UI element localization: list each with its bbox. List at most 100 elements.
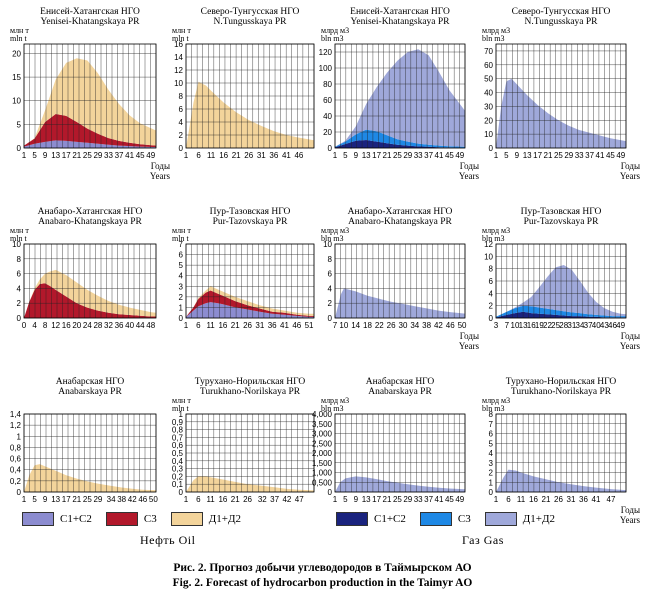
y-tick-label: 10 (323, 240, 332, 249)
x-tick-label: 45 (606, 151, 615, 160)
y-tick-label: 0,1 (172, 480, 184, 489)
x-tick-label: 17 (533, 151, 542, 160)
y-tick-label: 2 (489, 302, 494, 311)
area-series-д1д2 (186, 81, 314, 148)
y-tick-label: 0,2 (172, 472, 184, 481)
x-tick-label: 49 (146, 151, 155, 160)
y-tick-label: 5 (179, 261, 184, 270)
x-tick-label: 1 (184, 321, 189, 330)
x-tick-label: 25 (393, 495, 402, 504)
legend-swatch (336, 512, 368, 526)
y-tick-label: 1 (489, 478, 494, 487)
x-tick-label: 10 (511, 321, 520, 330)
y-axis-unit-label-en: mln t (172, 34, 189, 43)
chart-panel-4: 0 10 20 30 40 50 60 70 1 5 9 13 17 21 25 29 33 37 41 45 49 Се… (482, 7, 640, 181)
y-tick-label: 3,500 (312, 420, 333, 429)
y-axis-unit-label: млрд м3 (482, 226, 510, 235)
y-tick-label: 0 (328, 488, 333, 497)
x-tick-label: 31 (567, 321, 576, 330)
x-tick-label: 6 (196, 495, 201, 504)
y-axis-unit-label: млн т (172, 226, 191, 235)
y-tick-label: 7 (179, 240, 184, 249)
x-tick-label: 26 (244, 151, 253, 160)
x-tick-label: 51 (305, 321, 314, 330)
x-tick-label: 16 (218, 321, 227, 330)
x-tick-label: 34 (410, 321, 419, 330)
plot-frame (334, 243, 466, 319)
x-tick-label: 25 (554, 151, 563, 160)
y-axis-unit-label: млрд м3 (321, 226, 349, 235)
legend-swatch (22, 512, 54, 526)
x-tick-label: 29 (564, 151, 573, 160)
caption-en: Fig. 2. Forecast of hydrocarbon producti… (172, 577, 473, 589)
x-tick-label: 32 (104, 321, 113, 330)
y-tick-label: 10 (484, 252, 493, 261)
x-tick-label: 38 (422, 321, 431, 330)
x-tick-label: 42 (128, 495, 137, 504)
chart-title: Енисей-Хатангская НГО (350, 6, 450, 17)
x-tick-label: 5 (32, 495, 37, 504)
x-axis-label: Годы (460, 161, 479, 171)
y-axis-unit-label-en: bln m3 (321, 404, 343, 413)
y-axis-unit-label-en: bln m3 (321, 234, 343, 243)
x-tick-label: 29 (403, 151, 412, 160)
x-tick-label: 19 (535, 321, 544, 330)
x-axis-label-en: Years (620, 171, 641, 181)
x-tick-label: 44 (136, 321, 145, 330)
x-tick-label: 32 (258, 495, 267, 504)
x-tick-label: 28 (93, 321, 102, 330)
chart-subtitle: Anabaro-Khatangskaya PR (38, 217, 142, 227)
x-tick-label: 26 (243, 321, 252, 330)
x-tick-label: 41 (282, 151, 291, 160)
caption-ru: Рис. 2. Прогноз добычи углеводородов в Т… (173, 562, 472, 574)
legend-label: Д1+Д2 (522, 513, 555, 525)
x-tick-label: 3 (494, 321, 499, 330)
y-tick-label: 12 (484, 240, 493, 249)
y-tick-label: 6 (179, 105, 184, 114)
x-tick-label: 37 (584, 321, 593, 330)
x-axis-label: Годы (621, 331, 640, 341)
x-tick-label: 9 (515, 151, 520, 160)
x-tick-label: 21 (383, 495, 392, 504)
legend-swatch (105, 512, 138, 526)
chart-title: Пур-Тазовская НГО (210, 207, 291, 217)
chart-title: Анабаро-Хатангская НГО (348, 206, 453, 217)
y-tick-label: 1 (179, 410, 184, 419)
x-tick-label: 1 (22, 495, 27, 504)
plot-frame (185, 43, 315, 149)
x-tick-label: 21 (231, 321, 240, 330)
x-tick-label: 37 (585, 151, 594, 160)
x-tick-label: 21 (544, 151, 553, 160)
x-tick-label: 33 (414, 495, 423, 504)
y-tick-label: 1,500 (312, 459, 333, 468)
y-tick-label: 0,5 (172, 449, 184, 458)
legend-label: C1+C2 (374, 513, 406, 525)
x-tick-label: 45 (136, 151, 145, 160)
legend-item-oil-c3: C3 (105, 512, 157, 526)
y-tick-label: 0,3 (172, 465, 184, 474)
x-tick-label: 6 (196, 321, 201, 330)
x-tick-label: 36 (115, 321, 124, 330)
chart-title: Енисей-Хатангская НГО (40, 6, 140, 17)
chart-subtitle: Turukhano-Norilskaya PR (511, 387, 612, 397)
x-tick-label: 1 (333, 495, 338, 504)
x-tick-label: 16 (218, 495, 227, 504)
legend-label: C3 (143, 513, 157, 525)
x-tick-label: 36 (268, 321, 277, 330)
x-tick-label: 36 (269, 151, 278, 160)
x-tick-label: 16 (529, 495, 538, 504)
chart-title: Анабарская НГО (366, 376, 435, 387)
x-tick-label: 34 (107, 495, 116, 504)
x-tick-label: 29 (403, 495, 412, 504)
y-tick-label: 60 (484, 61, 493, 70)
y-axis-unit-label-en: mln t (172, 234, 189, 243)
y-axis-unit-label-en: bln m3 (482, 404, 504, 413)
y-tick-label: 40 (323, 112, 332, 121)
y-axis-unit-label: млн т (10, 26, 29, 35)
x-tick-label: 11 (206, 321, 215, 330)
